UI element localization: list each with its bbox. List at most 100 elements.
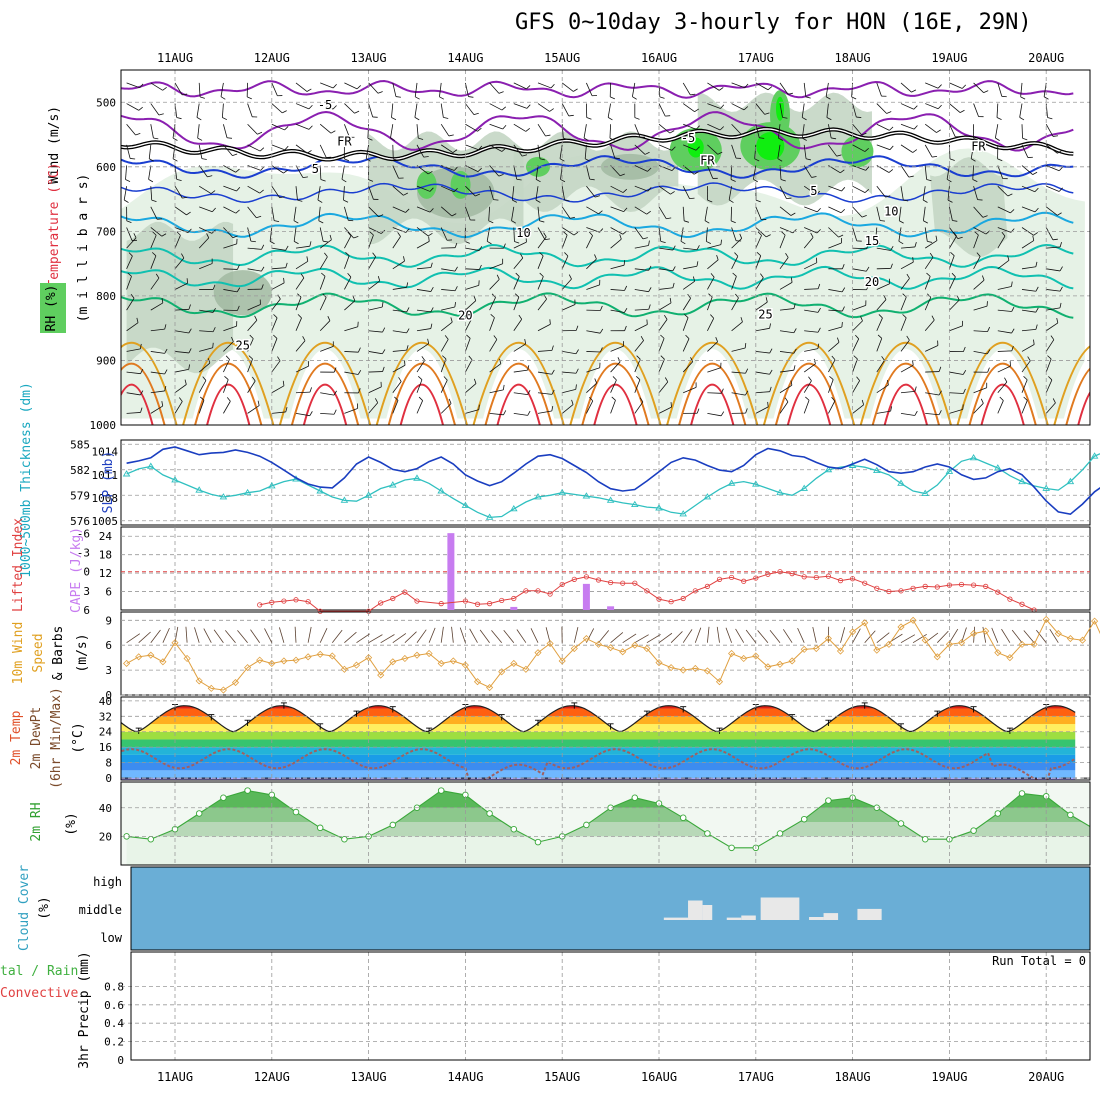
wind10m-barb	[646, 634, 661, 644]
thickness-marker	[461, 501, 470, 508]
rh2m-marker	[316, 824, 324, 832]
wind-barb-feather	[394, 396, 399, 401]
rh-shade-bright	[756, 132, 785, 161]
y-tick-temp: 0	[105, 772, 112, 785]
wind-barb-feather	[790, 380, 793, 386]
wind-barb	[779, 234, 786, 249]
wind-barb-feather	[589, 178, 595, 181]
wind-barb	[658, 227, 662, 242]
isotherm-dome	[678, 362, 747, 425]
wind-barb-feather	[953, 231, 957, 237]
wind-barb-feather	[704, 220, 710, 224]
wind-barb	[1021, 400, 1028, 414]
wind-barb	[368, 227, 382, 234]
wind-barb-feather	[302, 176, 308, 179]
rh-band	[126, 836, 1090, 865]
wind-marker	[570, 644, 578, 653]
wind-barb-feather	[619, 234, 622, 240]
wind-barb	[683, 265, 698, 270]
wind-barb-feather	[696, 408, 700, 414]
wind-barb-feather	[642, 237, 648, 240]
wind-marker	[740, 654, 748, 663]
wind-barb-feather	[636, 355, 641, 360]
wind-barb	[174, 257, 185, 270]
wind-barb	[416, 309, 431, 313]
wind10m-barb	[294, 626, 297, 643]
wind-barb-feather	[913, 125, 918, 130]
wind-barb	[876, 82, 882, 97]
wind10m-barb	[150, 629, 161, 643]
wind-barb	[1021, 206, 1036, 213]
wind-marker	[498, 668, 506, 676]
wind-barb	[658, 319, 668, 331]
wind-barb-feather	[890, 245, 894, 251]
wind10m-barb	[138, 631, 151, 644]
wind-barb-feather	[382, 366, 385, 372]
y-tick-precip: 0.8	[104, 980, 124, 993]
thickness-marker	[340, 496, 349, 503]
wind-barb	[416, 343, 429, 352]
wind-barb	[1045, 206, 1058, 216]
wind-barb	[973, 206, 984, 218]
wind-barb-feather	[836, 154, 842, 157]
wind-barb	[970, 144, 974, 159]
wind-barb	[465, 185, 476, 197]
wind-barb	[707, 259, 719, 270]
li-marker	[1019, 601, 1025, 607]
wind-barb	[271, 338, 278, 352]
wind-barb	[537, 410, 552, 414]
ylabel-precip: 3hr Precip (mm)	[77, 951, 92, 1068]
wind-barb	[414, 82, 418, 97]
wind10m-barb	[670, 631, 683, 643]
rh-dry-dome	[481, 349, 556, 425]
li-marker	[741, 578, 747, 584]
wind-barb-feather	[786, 197, 792, 200]
date-label-bottom: 19AUG	[931, 1070, 967, 1084]
wind-barb-feather	[344, 158, 350, 162]
wind-barb-feather	[575, 349, 579, 354]
contour-label: 10	[516, 226, 530, 240]
wind-barb	[392, 185, 404, 196]
wind-marker	[776, 660, 784, 668]
wind-marker	[389, 658, 397, 666]
wind-barb-feather	[997, 158, 1003, 162]
wind-barb	[390, 124, 394, 139]
wind-barb	[537, 298, 547, 311]
wind-barb	[416, 241, 430, 249]
wind-barb-feather	[188, 304, 191, 310]
wind-barb	[804, 309, 819, 313]
wind-barb	[876, 410, 891, 414]
wind-barb	[465, 409, 479, 414]
wind-barb-feather	[949, 158, 955, 161]
wind-barb-feather	[347, 273, 352, 278]
wind-barb	[876, 360, 885, 373]
wind-barb-feather	[732, 272, 737, 277]
wind-barb	[707, 392, 722, 394]
wind-barb-feather	[995, 137, 1000, 141]
wind-barb-feather	[499, 358, 502, 364]
panel-frame	[120, 526, 1091, 611]
wind-barb	[221, 103, 224, 118]
wind-barb-feather	[139, 83, 144, 88]
li-marker	[668, 599, 674, 605]
wind-barb	[489, 123, 503, 130]
wind-barb	[876, 338, 883, 352]
wind-barb	[705, 227, 708, 242]
y-tick-cloud-low: low	[100, 931, 122, 945]
wind-barb	[271, 360, 281, 373]
wind-barb	[852, 123, 862, 136]
wind-barb-feather	[496, 274, 500, 280]
wind-marker	[413, 651, 421, 659]
wind-barb	[925, 412, 940, 416]
wind-barb-feather	[269, 241, 275, 245]
wind-barb	[731, 144, 737, 159]
li-marker	[777, 569, 783, 575]
li-marker	[874, 585, 880, 591]
wind-barb	[803, 400, 810, 414]
wind-barb-feather	[624, 325, 627, 331]
wind-barb-feather	[1032, 171, 1038, 175]
contour-label: 5	[312, 162, 319, 176]
wind-barb	[271, 103, 283, 114]
wind-barb	[465, 206, 471, 221]
wind-marker	[183, 654, 191, 663]
